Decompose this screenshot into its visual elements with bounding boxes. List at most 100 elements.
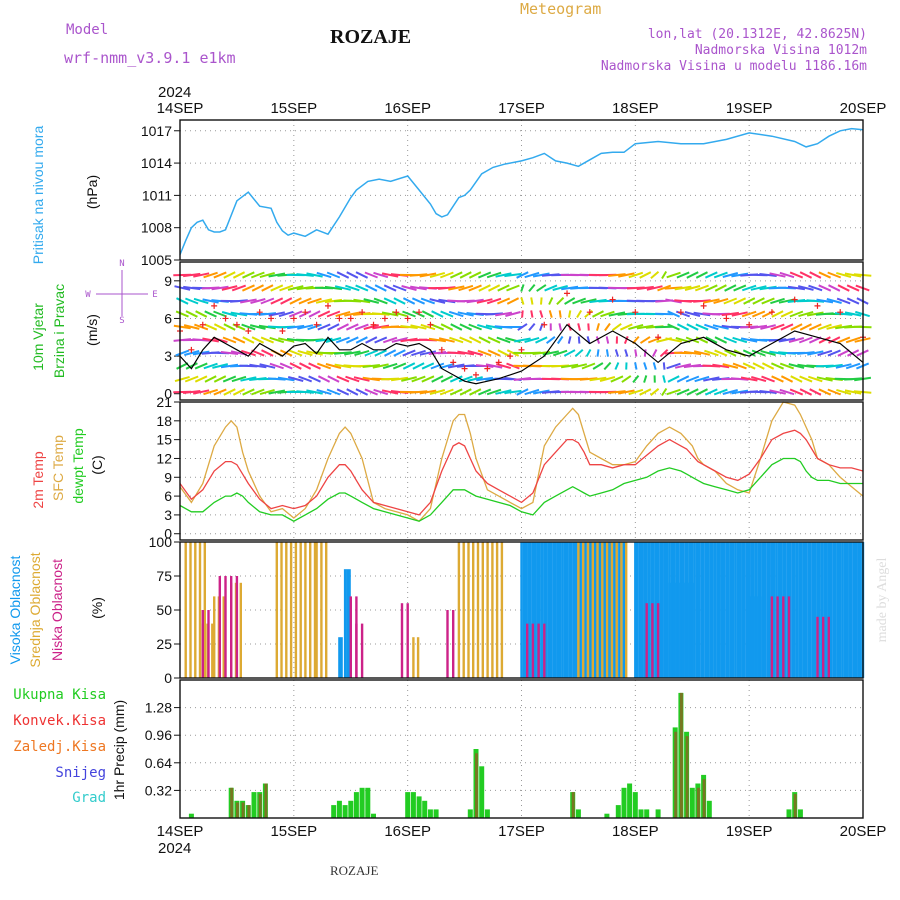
wind-arrow xyxy=(825,363,843,369)
high-cloud-bar xyxy=(522,542,525,678)
wind-arrow xyxy=(353,298,371,304)
wind-arrow xyxy=(592,362,604,370)
high-cloud-bar xyxy=(827,542,830,678)
high-cloud-bar xyxy=(829,542,833,678)
wind-arrow xyxy=(632,374,640,384)
total-precip-bar xyxy=(405,792,411,818)
wind-ylabel-main: 10m Vjetar xyxy=(30,303,46,371)
wind-arrow xyxy=(373,297,388,305)
wind-arrow xyxy=(308,362,321,370)
wind-arrow xyxy=(647,336,662,344)
wind-arrow xyxy=(497,284,510,292)
wind-arrow xyxy=(552,349,568,357)
total-precip-bar xyxy=(627,783,633,818)
total-precip-bar xyxy=(427,809,433,818)
wind-arrow xyxy=(506,362,520,370)
wind-arrow xyxy=(714,349,728,357)
wind-arrow xyxy=(740,376,758,382)
high-cloud-bar xyxy=(613,542,616,678)
wind-arrow xyxy=(571,363,588,369)
wind-arrow xyxy=(327,323,340,331)
wind-arrow xyxy=(440,310,454,318)
high-cloud-bar xyxy=(804,542,808,678)
wind-arrow xyxy=(535,336,548,344)
wind-arrow xyxy=(476,298,493,304)
wind-arrow xyxy=(308,310,321,318)
wind-arrow xyxy=(327,375,340,383)
gust-marker xyxy=(677,309,684,316)
wind-arrow xyxy=(411,297,426,305)
high-cloud-bar xyxy=(843,542,846,678)
wind-arrow xyxy=(806,299,825,303)
station-title: ROZAJE xyxy=(330,26,411,48)
high-cloud-bar xyxy=(814,542,817,678)
wind-arrow xyxy=(770,323,785,331)
wind-arrow xyxy=(650,388,660,396)
wind-arrow xyxy=(816,376,833,382)
wind-arrow xyxy=(287,376,304,382)
time-tick-bottom: 19SEP xyxy=(726,823,773,840)
wind-arrow xyxy=(325,363,342,369)
wind-arrow xyxy=(788,363,805,369)
gust-marker xyxy=(564,290,571,297)
wind-arrow xyxy=(419,272,437,278)
mid-cloud-bar xyxy=(320,542,323,678)
time-tick-bottom: 16SEP xyxy=(384,823,431,840)
wind-arrow xyxy=(251,349,265,357)
wind-arrow xyxy=(761,362,775,370)
wind-arrow xyxy=(336,323,349,331)
wind-arrow xyxy=(798,310,814,318)
wind-arrow xyxy=(703,376,720,382)
wind-arrow xyxy=(608,273,626,277)
high-cloud-bar xyxy=(816,542,819,678)
wind-arrow xyxy=(771,310,784,318)
wind-arrow xyxy=(486,297,502,305)
wind-arrow xyxy=(402,310,416,318)
wind-arrow xyxy=(807,375,823,383)
low-cloud-bar xyxy=(406,603,409,678)
high-cloud-bar xyxy=(761,542,764,678)
wind-arrow xyxy=(732,336,748,344)
conv-precip-bar xyxy=(679,692,683,818)
high-cloud-bar xyxy=(534,542,537,678)
wind-arrow xyxy=(336,388,350,396)
wind-arrow xyxy=(568,310,572,318)
wind-arrow xyxy=(809,388,822,396)
wind-arrow xyxy=(548,310,553,318)
wind-arrow xyxy=(752,297,765,305)
footer-station: ROZAJE xyxy=(330,863,378,878)
wind-arrow xyxy=(563,349,576,357)
high-cloud-bar xyxy=(524,542,528,678)
wind-arrow xyxy=(807,350,824,356)
panel-border xyxy=(179,119,864,261)
wind-arrow xyxy=(806,311,824,317)
wind-arrow xyxy=(260,336,274,344)
wind-arrow xyxy=(836,388,852,396)
wind-arrow xyxy=(402,362,416,370)
total-precip-bar xyxy=(484,809,490,818)
wind-arrow xyxy=(175,349,190,357)
wind-arrow xyxy=(344,311,361,317)
wind-arrow xyxy=(544,284,558,292)
high-cloud-bar xyxy=(684,582,687,678)
mid-cloud-bar xyxy=(203,542,206,678)
low-cloud-bar xyxy=(207,610,210,678)
wind-arrow xyxy=(317,375,331,383)
year-label-bottom: 2024 xyxy=(158,840,191,857)
wind-arrow xyxy=(789,388,804,396)
ytick-label: 3 xyxy=(164,348,172,364)
wind-arrow xyxy=(258,312,277,316)
high-cloud-bar xyxy=(693,542,696,678)
high-cloud-bar xyxy=(798,542,801,678)
wind-arrow xyxy=(497,349,510,357)
total-precip-bar xyxy=(353,792,359,818)
conv-precip-bar xyxy=(258,793,262,818)
gust-marker xyxy=(632,309,639,316)
temp2m-line xyxy=(179,429,864,516)
wind-arrow xyxy=(731,311,748,317)
wind-arrow xyxy=(576,309,583,319)
low-cloud-bar xyxy=(526,623,529,678)
high-cloud-bar xyxy=(766,542,769,678)
wind-speed-line xyxy=(179,323,864,385)
wind-arrow xyxy=(612,322,622,332)
